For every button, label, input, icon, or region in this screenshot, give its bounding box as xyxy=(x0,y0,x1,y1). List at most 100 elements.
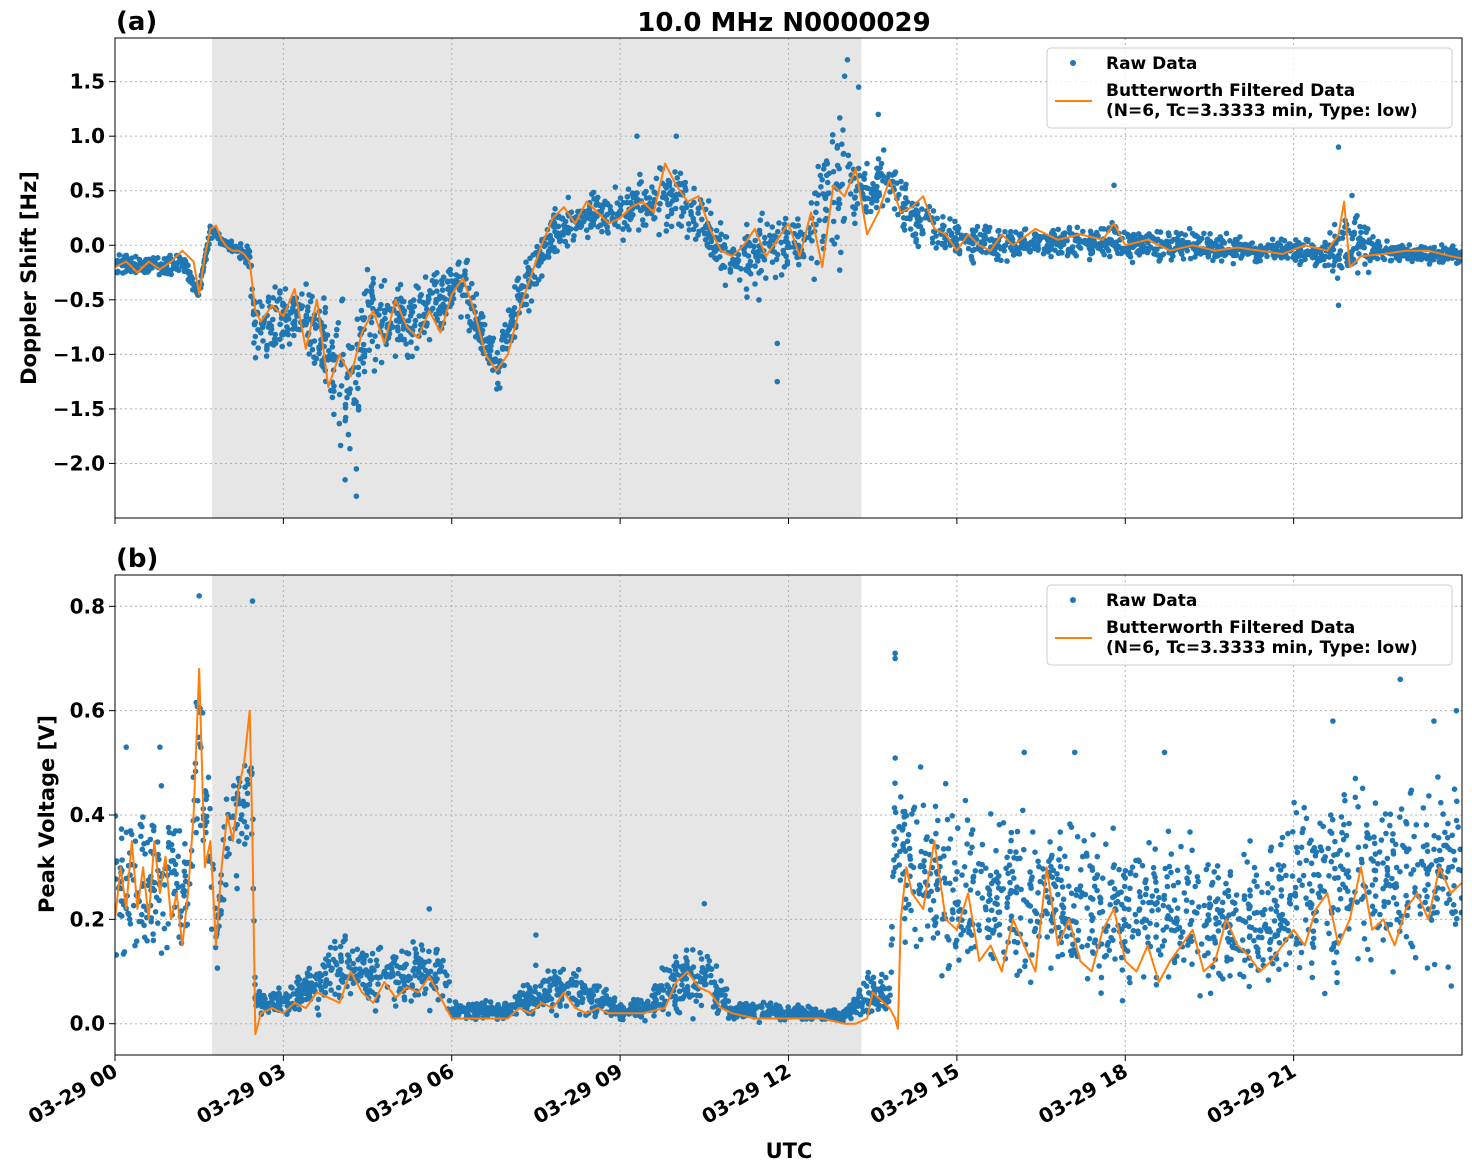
raw-data-point xyxy=(1310,928,1317,934)
raw-data-point xyxy=(1260,957,1266,963)
raw-data-point xyxy=(1285,245,1292,252)
raw-data-point xyxy=(311,354,317,361)
raw-data-point xyxy=(176,828,183,834)
raw-data-point xyxy=(1349,235,1356,242)
raw-data-point xyxy=(1087,894,1094,901)
raw-data-point xyxy=(838,249,844,256)
raw-data-point xyxy=(1047,839,1053,845)
raw-data-point xyxy=(769,224,775,230)
raw-data-point xyxy=(954,237,960,243)
raw-data-point xyxy=(920,802,927,809)
raw-data-point xyxy=(674,971,681,978)
raw-data-point xyxy=(499,1013,506,1019)
raw-data-point xyxy=(869,1008,875,1014)
raw-data-point xyxy=(1304,901,1311,907)
raw-data-point xyxy=(1070,918,1076,924)
raw-data-point xyxy=(1099,908,1106,915)
raw-data-point xyxy=(951,860,958,866)
raw-data-point xyxy=(1067,230,1073,236)
raw-data-point xyxy=(1044,934,1050,940)
raw-data-point xyxy=(1064,252,1071,259)
raw-data-point xyxy=(996,932,1003,938)
raw-data-point xyxy=(1366,889,1372,895)
raw-data-point xyxy=(553,223,560,229)
raw-data-point xyxy=(1127,979,1133,986)
raw-data-point xyxy=(1057,249,1064,256)
raw-data-point xyxy=(1071,903,1077,909)
raw-data-point xyxy=(1021,846,1027,853)
raw-data-point xyxy=(390,324,396,331)
raw-data-point xyxy=(1404,912,1410,919)
raw-data-point xyxy=(610,1007,617,1013)
raw-data-outlier xyxy=(855,84,862,90)
raw-data-point xyxy=(1248,962,1254,969)
raw-data-point xyxy=(1185,942,1191,948)
raw-data-point xyxy=(344,959,351,965)
raw-data-point xyxy=(469,280,475,287)
raw-data-point xyxy=(1142,891,1149,898)
raw-data-point xyxy=(767,1000,774,1006)
raw-data-point xyxy=(1161,938,1168,944)
raw-data-point xyxy=(141,922,147,929)
raw-data-point xyxy=(1270,960,1276,967)
raw-data-point xyxy=(930,898,937,904)
raw-data-point xyxy=(1171,919,1177,925)
raw-data-point xyxy=(426,948,432,955)
raw-data-point xyxy=(575,966,582,973)
raw-data-point xyxy=(1210,257,1216,264)
raw-data-point xyxy=(433,977,439,983)
raw-data-point xyxy=(1184,864,1190,871)
raw-data-point xyxy=(265,324,272,330)
raw-data-point xyxy=(818,184,824,190)
raw-data-outlier xyxy=(1335,144,1342,150)
raw-data-point xyxy=(1219,899,1226,906)
raw-data-point xyxy=(434,270,440,276)
raw-data-point xyxy=(1269,236,1276,243)
raw-data-point xyxy=(1002,242,1009,249)
raw-data-point xyxy=(1334,979,1340,986)
raw-data-point xyxy=(585,234,591,241)
raw-data-point xyxy=(1230,910,1237,917)
raw-data-point xyxy=(1060,896,1067,903)
raw-data-point xyxy=(686,227,693,233)
raw-data-point xyxy=(355,371,362,378)
raw-data-point xyxy=(545,968,551,974)
raw-data-point xyxy=(1292,251,1299,257)
raw-data-point xyxy=(1297,247,1304,253)
raw-data-point xyxy=(952,941,959,947)
raw-data-point xyxy=(499,328,506,335)
raw-data-point xyxy=(1212,937,1218,944)
raw-data-point xyxy=(902,185,909,192)
raw-data-point xyxy=(1055,953,1061,960)
raw-data-point xyxy=(268,340,274,347)
raw-data-point xyxy=(898,178,904,185)
raw-data-point xyxy=(534,243,540,250)
raw-data-point xyxy=(630,194,637,201)
raw-data-point xyxy=(978,868,984,875)
raw-data-point xyxy=(335,320,342,326)
raw-data-point xyxy=(264,346,270,353)
raw-data-point xyxy=(762,240,768,246)
raw-data-point xyxy=(368,299,375,306)
raw-data-point xyxy=(294,313,300,319)
raw-data-point xyxy=(1147,920,1153,927)
raw-data-point xyxy=(718,978,724,984)
raw-data-point xyxy=(345,952,351,958)
raw-data-point xyxy=(827,1008,833,1014)
raw-data-point xyxy=(1326,930,1332,937)
raw-data-point xyxy=(1082,240,1089,247)
raw-data-point xyxy=(301,990,308,996)
raw-data-point xyxy=(445,268,452,275)
raw-data-point xyxy=(299,303,306,309)
raw-data-point xyxy=(236,838,242,844)
raw-data-point xyxy=(1111,862,1117,868)
raw-data-point xyxy=(138,833,144,840)
raw-data-point xyxy=(1099,243,1106,249)
raw-data-point xyxy=(691,199,697,206)
raw-data-point xyxy=(590,222,596,228)
raw-data-point xyxy=(561,222,567,229)
raw-data-point xyxy=(952,876,959,882)
raw-data-point xyxy=(1451,857,1458,863)
raw-data-point xyxy=(307,298,314,305)
raw-data-point xyxy=(115,876,119,882)
